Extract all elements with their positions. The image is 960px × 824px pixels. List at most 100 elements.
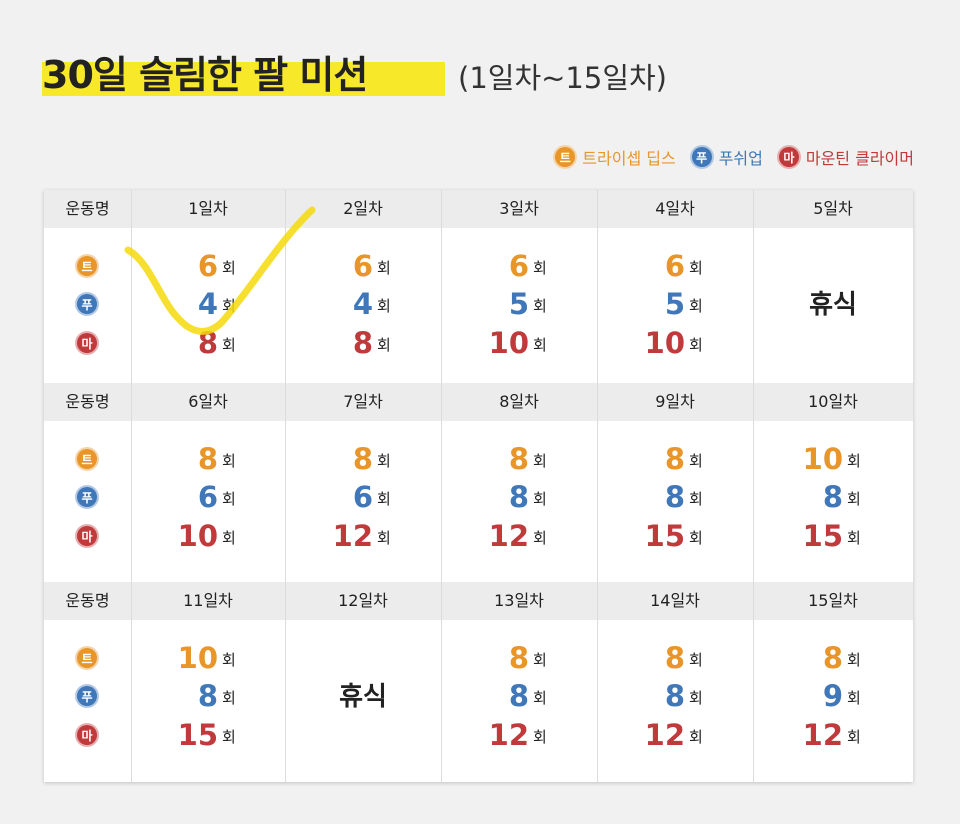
column-divider (597, 383, 598, 582)
unit: 회 (689, 336, 703, 354)
legend-label: 푸쉬업 (718, 149, 763, 168)
legend-item: 마 마운틴 클라이머 (776, 145, 914, 169)
unit: 회 (222, 728, 236, 746)
rest-label: 휴식 (339, 682, 387, 712)
day-header: 3일차 (499, 199, 539, 218)
count: 8 (197, 442, 218, 476)
count: 6 (352, 249, 373, 283)
unit: 회 (689, 297, 703, 315)
unit: 회 (689, 689, 703, 707)
count: 4 (352, 287, 373, 321)
unit: 회 (222, 259, 236, 277)
count: 8 (197, 326, 218, 360)
day-header: 8일차 (499, 392, 539, 411)
column-divider (285, 582, 286, 782)
unit: 회 (533, 490, 547, 508)
unit: 회 (533, 689, 547, 707)
count: 10 (644, 326, 685, 360)
exercise-icon: 트 (75, 646, 99, 670)
count: 8 (664, 480, 685, 514)
header-row (44, 383, 913, 421)
count: 12 (644, 718, 685, 752)
count: 15 (802, 519, 843, 553)
unit: 회 (533, 297, 547, 315)
day-header: 15일차 (808, 591, 858, 610)
legend: 트 트라이셉 딥스 푸 푸쉬업 마 마운틴 클라이머 (553, 145, 914, 169)
column-divider (441, 190, 442, 383)
header-cell: 운동명 (65, 591, 110, 610)
column-divider (753, 383, 754, 582)
count: 8 (197, 679, 218, 713)
count: 8 (822, 480, 843, 514)
day-header: 10일차 (808, 392, 858, 411)
column-divider (131, 383, 132, 582)
count: 8 (664, 442, 685, 476)
count: 5 (664, 287, 685, 321)
exercise-icon: 마 (75, 723, 99, 747)
unit: 회 (533, 728, 547, 746)
unit: 회 (222, 651, 236, 669)
count: 10 (177, 519, 218, 553)
count: 10 (488, 326, 529, 360)
day-header: 9일차 (655, 392, 695, 411)
count: 12 (802, 718, 843, 752)
legend-label: 마운틴 클라이머 (805, 149, 914, 168)
count: 6 (352, 480, 373, 514)
day-header: 5일차 (813, 199, 853, 218)
day-header: 13일차 (494, 591, 544, 610)
unit: 회 (222, 490, 236, 508)
unit: 회 (377, 336, 391, 354)
title-highlight (42, 62, 445, 96)
count: 5 (508, 287, 529, 321)
day-header: 4일차 (655, 199, 695, 218)
unit: 회 (222, 529, 236, 547)
unit: 회 (222, 689, 236, 707)
unit: 회 (533, 651, 547, 669)
exercise-icon: 푸 (75, 684, 99, 708)
exercise-icon: 마 (75, 331, 99, 355)
unit: 회 (689, 529, 703, 547)
count: 6 (197, 249, 218, 283)
unit: 회 (689, 259, 703, 277)
unit: 회 (377, 529, 391, 547)
column-divider (597, 582, 598, 782)
count: 15 (177, 718, 218, 752)
count: 9 (822, 679, 843, 713)
legend-icon: 트 (553, 145, 578, 169)
unit: 회 (847, 651, 861, 669)
column-divider (131, 582, 132, 782)
header-row (44, 582, 913, 620)
day-header: 7일차 (343, 392, 383, 411)
unit: 회 (847, 452, 861, 470)
count: 12 (488, 718, 529, 752)
column-divider (597, 190, 598, 383)
count: 4 (197, 287, 218, 321)
unit: 회 (533, 336, 547, 354)
count: 8 (664, 679, 685, 713)
unit: 회 (533, 529, 547, 547)
column-divider (753, 190, 754, 383)
day-header: 11일차 (183, 591, 233, 610)
count: 8 (508, 442, 529, 476)
count: 8 (352, 326, 373, 360)
count: 6 (197, 480, 218, 514)
legend-label: 트라이셉 딥스 (582, 149, 676, 168)
unit: 회 (847, 728, 861, 746)
count: 8 (508, 641, 529, 675)
count: 10 (177, 641, 218, 675)
legend-icon: 마 (776, 145, 801, 169)
unit: 회 (533, 259, 547, 277)
unit: 회 (222, 297, 236, 315)
count: 12 (332, 519, 373, 553)
unit: 회 (377, 297, 391, 315)
unit: 회 (533, 452, 547, 470)
table: 운동명 트 푸 마 1일차 6 회 4 회 8 회 2일차 6 회 4 회 8 회 3일차 6 회 5 회 10 회 4일차 6 회 5… (44, 190, 913, 782)
day-header: 12일차 (338, 591, 388, 610)
unit: 회 (377, 452, 391, 470)
rest-label: 휴식 (809, 290, 857, 320)
title: 30일 슬림한 팔 미션 (42, 53, 368, 97)
column-divider (285, 383, 286, 582)
header-cell: 운동명 (65, 392, 110, 411)
unit: 회 (847, 689, 861, 707)
